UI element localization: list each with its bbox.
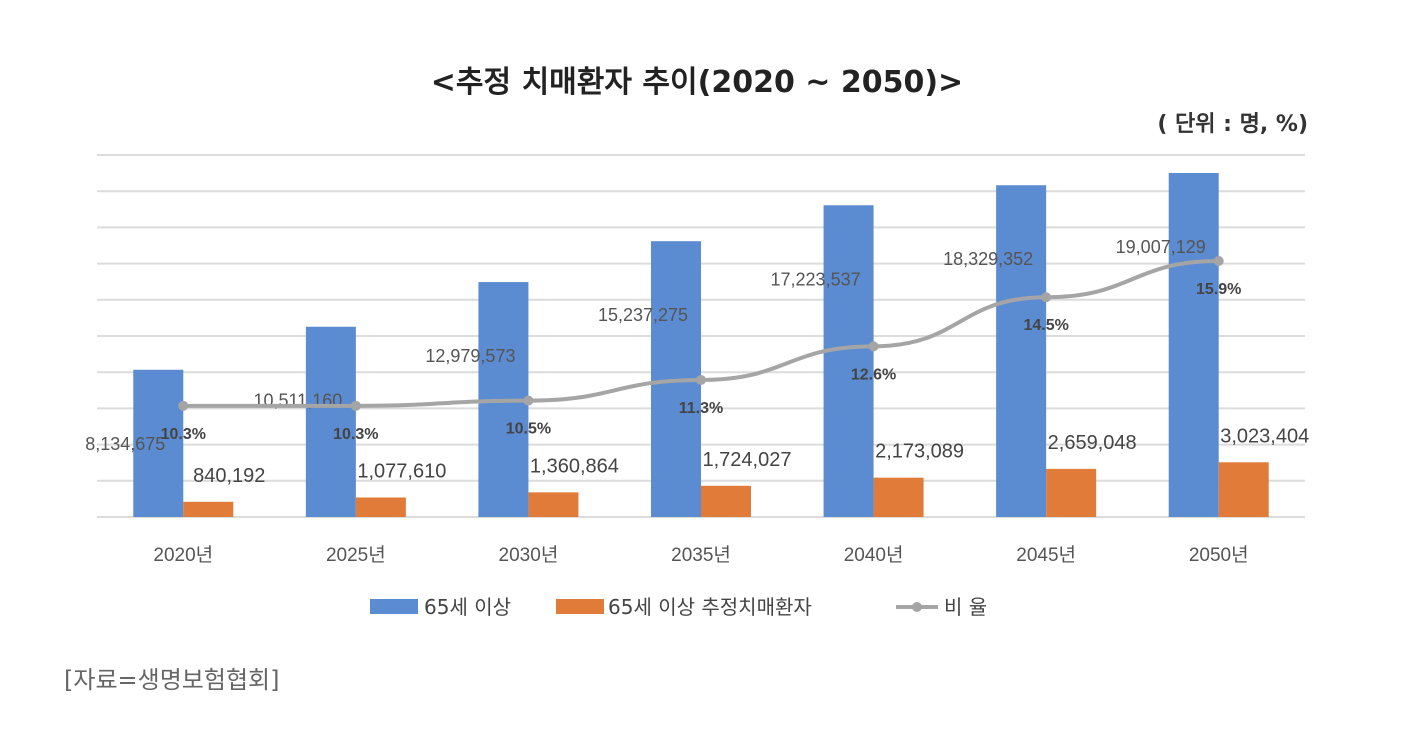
ratio-point [178,400,189,411]
bar-65-plus [823,205,874,518]
data-label-ratio: 10.3% [161,426,206,443]
data-label-65-plus: 8,134,675 [85,434,165,454]
data-label-ratio: 14.5% [1023,317,1068,334]
legend-swatch-dementia [556,599,604,614]
legend-label-dementia: 65세 이상 추정치매환자 [608,595,812,619]
ratio-point [1041,292,1052,303]
data-label-65-plus: 12,979,573 [425,346,515,366]
x-tick-label: 2030년 [499,544,559,566]
data-label-65-plus: 17,223,537 [771,269,861,289]
bar-dementia [873,477,924,517]
data-label-ratio: 10.3% [333,426,378,443]
x-tick-label: 2040년 [844,544,904,566]
ratio-point [696,374,706,385]
bar-65-plus [133,369,184,517]
x-tick-label: 2020년 [153,544,213,566]
bar-65-plus [1168,172,1219,518]
bar-dementia [355,497,406,517]
ratio-point [350,400,361,411]
data-label-dementia: 840,192 [193,465,265,487]
bar-65-plus [305,326,356,517]
legend-label-65-plus: 65세 이상 [424,595,511,619]
ratio-point [1213,256,1224,267]
legend-swatch-65-plus [370,599,418,614]
legend-swatch-ratio-marker [912,602,922,612]
ratio-point [523,395,534,406]
bar-dementia [701,485,751,517]
unit-note: ( 단위 : 명, %) [1157,112,1308,137]
data-label-65-plus: 18,329,352 [943,249,1033,269]
data-label-65-plus: 19,007,129 [1116,237,1206,257]
bar-65-plus [996,185,1047,518]
chart: <추정 치매환자 추이(2020 ~ 2050)> ( 단위 : 명, %) 202… [85,65,1309,619]
data-label-ratio: 10.5% [506,421,551,438]
data-label-dementia: 1,724,027 [703,449,792,471]
x-tick-label: 2025년 [326,544,386,566]
data-label-65-plus: 15,237,275 [598,305,688,325]
data-label-dementia: 1,077,610 [357,460,446,482]
bar-dementia [528,492,579,517]
data-label-ratio: 11.3% [679,400,723,417]
x-tick-label: 2045년 [1016,544,1076,566]
bar-dementia [1046,468,1097,517]
x-tick-label: 2050년 [1189,544,1249,566]
data-label-ratio: 12.6% [851,366,896,383]
bar-dementia [1218,462,1269,517]
chart-title: <추정 치매환자 추이(2020 ~ 2050)> [431,65,963,100]
bar-dementia [183,501,234,517]
ratio-point [868,341,879,352]
data-label-dementia: 3,023,404 [1220,425,1309,447]
data-label-dementia: 1,360,864 [530,455,619,477]
data-label-ratio: 15.9% [1196,281,1241,298]
source-note: [자료=생명보험협회] [64,666,280,694]
legend-label-ratio: 비 율 [944,595,987,619]
x-tick-label: 2035년 [671,544,731,566]
data-label-dementia: 2,659,048 [1048,432,1137,454]
data-label-dementia: 2,173,089 [875,441,964,463]
